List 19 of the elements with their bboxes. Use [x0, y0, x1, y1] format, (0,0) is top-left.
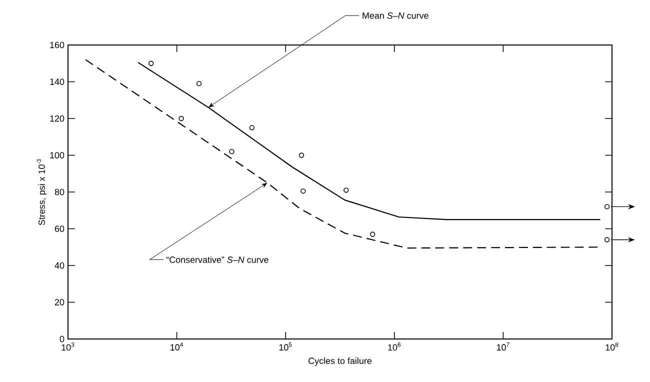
y-tick-label: 40: [54, 262, 64, 269]
y-tick-label: 20: [54, 299, 64, 306]
y-tick-label: 120: [50, 115, 64, 122]
x-tick-label: 10$^{8}$: [606, 342, 618, 351]
y-tick-label: 140: [50, 78, 64, 85]
x-tick-label: 10$^{7}$: [497, 342, 510, 351]
x-tick-label: 10$^{4}$: [170, 342, 184, 351]
y-tick-label: 100: [50, 152, 64, 158]
y-tick-label: 80: [54, 188, 64, 196]
y-axis-title: Stress, psi x 10$^{-3}$: [36, 159, 47, 226]
x-tick-label: 10$^{6}$: [388, 342, 401, 351]
annotation: Mean S–N curve: [362, 12, 428, 19]
y-tick-label: 0: [60, 336, 64, 342]
x-tick-label: 10$^{3}$: [62, 342, 74, 351]
y-tick-label: 160: [50, 42, 64, 48]
y-tick-label: 60: [54, 226, 64, 232]
x-axis-title: Cycles to failure: [308, 357, 372, 366]
x-tick-label: 10$^{5}$: [279, 342, 292, 351]
annotation: “Conservative” S–N curve: [166, 256, 268, 263]
